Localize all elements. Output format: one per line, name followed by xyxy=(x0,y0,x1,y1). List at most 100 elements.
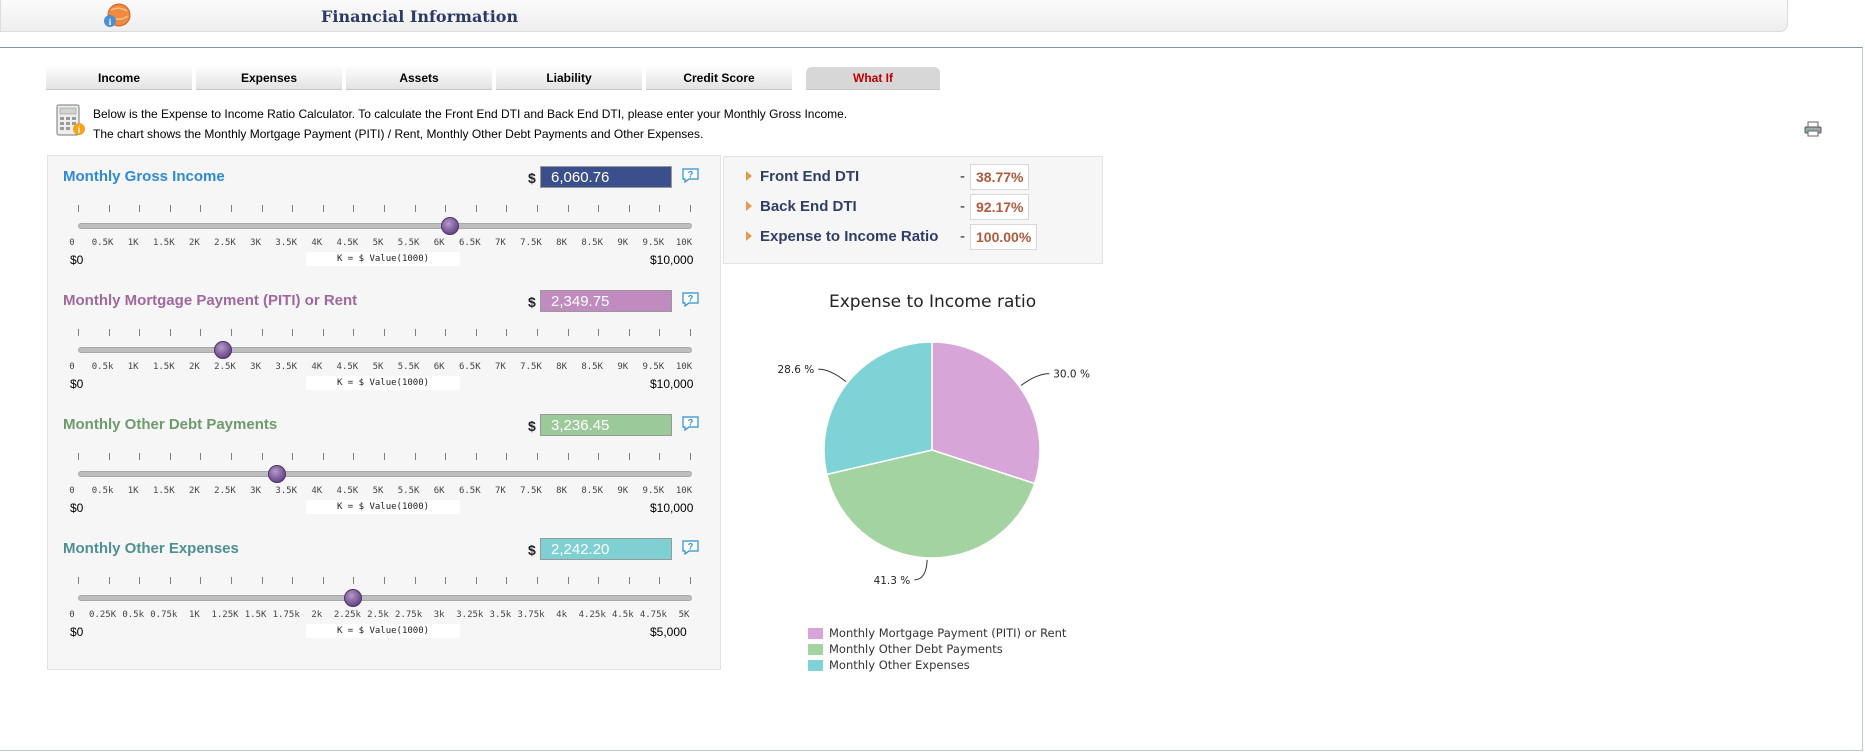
slider-tick xyxy=(353,453,355,460)
slider-tick xyxy=(261,577,263,584)
legend-swatch xyxy=(808,628,823,639)
tick-label: 8K xyxy=(556,486,568,496)
slider-tick xyxy=(537,205,538,212)
slider-tick xyxy=(537,329,538,336)
slider-tick xyxy=(292,329,294,336)
slider-tick xyxy=(78,329,79,336)
tick-label: 5K xyxy=(678,610,690,620)
slider-tick xyxy=(598,329,600,336)
tab-assets[interactable]: Assets xyxy=(346,67,492,90)
tab-credit-score[interactable]: Credit Score xyxy=(646,67,792,90)
slider-tick xyxy=(353,577,355,584)
tick-label: 9.5K xyxy=(642,362,665,372)
print-icon[interactable] xyxy=(1804,121,1822,137)
slider-tick xyxy=(659,205,661,212)
svg-text:?: ? xyxy=(688,542,694,552)
slider-tick xyxy=(414,205,416,212)
tick-label: 6.5K xyxy=(458,362,481,372)
dti-label: Front End DTI xyxy=(760,168,860,185)
tick-label: 5K xyxy=(372,486,384,496)
slider-thumb[interactable] xyxy=(213,341,232,359)
slider-tick xyxy=(200,453,202,460)
slider-tick xyxy=(292,453,294,460)
tick-label: 1K xyxy=(127,238,139,248)
tick-label: 2K xyxy=(188,486,200,496)
slider-tick xyxy=(169,453,171,460)
tab-expenses[interactable]: Expenses xyxy=(196,67,342,90)
help-icon[interactable]: ? xyxy=(682,416,699,432)
tick-label: 4.5K xyxy=(336,362,359,372)
slider-tick xyxy=(628,577,630,584)
help-icon[interactable]: ? xyxy=(682,292,699,308)
tick-label: 4.5K xyxy=(336,238,359,248)
tick-label: 2.75k xyxy=(395,610,423,620)
tick-label: 8.5K xyxy=(581,362,604,372)
value-input-mortgage-rent[interactable]: 2,349.75 xyxy=(540,290,672,312)
tick-label: 2.5K xyxy=(214,362,236,372)
slider-tick xyxy=(292,205,294,212)
slider-tick xyxy=(659,329,661,336)
slider-max-label: $10,000 xyxy=(650,253,694,267)
tick-label: 2.5K xyxy=(214,486,236,496)
tick-label: 7.5K xyxy=(520,486,542,496)
slider-tick xyxy=(598,205,600,212)
pie-slice[interactable] xyxy=(825,449,1036,559)
tick-label: 7K xyxy=(494,486,506,496)
slider-tick xyxy=(139,453,141,460)
slider-thumb[interactable] xyxy=(440,217,459,235)
slider-title-other-debt: Monthly Other Debt Payments xyxy=(63,416,278,433)
pie-slice[interactable] xyxy=(931,341,1041,485)
slider-tick xyxy=(139,329,141,336)
slider-tick xyxy=(78,577,79,584)
slider-track[interactable] xyxy=(78,595,692,601)
value-input-other-debt[interactable]: 3,236.45 xyxy=(540,414,672,436)
slider-track[interactable] xyxy=(78,347,692,353)
slider-tick xyxy=(567,205,569,212)
slider-tick xyxy=(567,329,569,336)
slider-tick xyxy=(628,453,630,460)
page-title: Financial Information xyxy=(321,7,519,26)
slider-tick xyxy=(475,453,477,460)
slider-tick xyxy=(445,205,447,212)
value-input-gross-income[interactable]: 6,060.76 xyxy=(540,166,672,188)
tab-what-if[interactable]: What If xyxy=(806,67,940,90)
slider-track[interactable] xyxy=(78,223,692,229)
tick-label: 3.5K xyxy=(275,486,298,496)
scale-note: K = $ Value(1000) xyxy=(306,624,460,638)
help-icon[interactable]: ? xyxy=(682,168,699,184)
tick-label: 4.5k xyxy=(611,610,634,620)
pie-value-label: 41.3 % xyxy=(874,575,911,587)
tick-label: 4K xyxy=(311,362,323,372)
arrow-right-icon xyxy=(746,231,752,241)
slider-tick xyxy=(169,329,171,336)
slider-tick xyxy=(231,205,232,212)
tab-liability[interactable]: Liability xyxy=(496,67,642,90)
slider-track[interactable] xyxy=(78,471,692,477)
slider-tick xyxy=(506,205,508,212)
tick-label: 0.5k xyxy=(91,362,114,372)
pie-label-connector xyxy=(818,368,847,382)
tick-label: 10K xyxy=(675,238,693,248)
tab-income[interactable]: Income xyxy=(46,67,192,90)
slider-thumb[interactable] xyxy=(268,465,287,483)
tick-label: 2.25k xyxy=(333,610,361,620)
help-icon[interactable]: ? xyxy=(682,540,699,556)
tick-label: 2.5K xyxy=(214,238,236,248)
tick-label: 4.75k xyxy=(639,610,667,620)
slider-thumb[interactable] xyxy=(344,589,363,607)
tick-label: 1.75k xyxy=(272,610,300,620)
scale-note: K = $ Value(1000) xyxy=(306,376,460,390)
slider-tick xyxy=(537,453,538,460)
slider-tick xyxy=(506,453,508,460)
svg-text:?: ? xyxy=(688,170,694,180)
slider-tick xyxy=(567,577,569,584)
legend-swatch xyxy=(808,660,823,671)
slider-tick xyxy=(169,205,171,212)
slider-tick xyxy=(384,577,385,584)
value-input-other-expenses[interactable]: 2,242.20 xyxy=(540,538,672,560)
tick-label: 1.25K xyxy=(211,610,239,620)
slider-tick xyxy=(659,577,661,584)
tick-label: 8.5K xyxy=(581,238,604,248)
pie-slice[interactable] xyxy=(823,341,933,476)
dti-separator: - xyxy=(960,228,965,245)
